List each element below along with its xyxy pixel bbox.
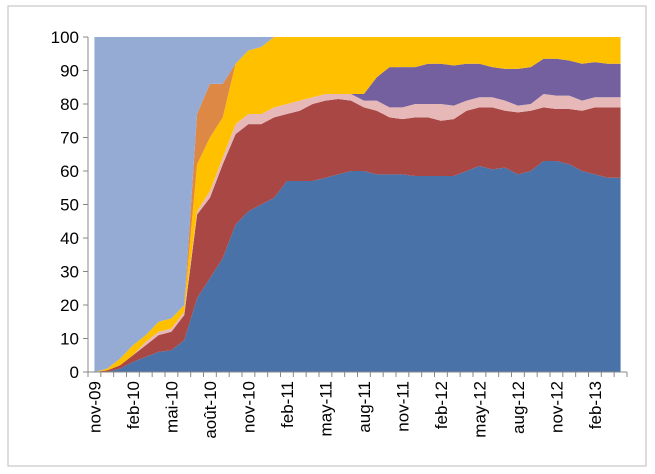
x-tick-label: aug-12: [509, 381, 528, 434]
y-tick-label: 70: [60, 129, 79, 148]
y-tick-label: 30: [60, 263, 79, 282]
x-tick-label: feb-10: [124, 381, 143, 429]
area: [94, 160, 621, 372]
x-tick-label: août-10: [201, 381, 220, 439]
y-tick-label: 80: [60, 95, 79, 114]
y-tick-label: 50: [60, 196, 79, 215]
y-tick-label: 0: [70, 363, 79, 382]
x-tick-label: may-12: [470, 381, 489, 438]
x-tick-label: feb-13: [586, 381, 605, 429]
y-tick-label: 40: [60, 229, 79, 248]
x-tick-label: mai-10: [162, 381, 181, 433]
x-tick-label: feb-11: [278, 381, 297, 428]
x-tick-label: feb-12: [432, 381, 451, 429]
y-tick-label: 20: [60, 296, 79, 315]
x-tick-label: aug-11: [355, 381, 374, 433]
x-tick-label: nov-11: [393, 381, 412, 432]
area: [94, 98, 621, 372]
area: [94, 37, 621, 372]
y-tick-label: 90: [60, 62, 79, 81]
x-tick-label: may-11: [316, 381, 335, 436]
area: [94, 58, 621, 373]
y-tick-label: 60: [60, 162, 79, 181]
x-tick-label: nov-09: [85, 381, 104, 433]
x-tick-label: nov-10: [239, 381, 258, 433]
x-tick-label: nov-12: [547, 381, 566, 433]
area: [94, 37, 621, 372]
y-tick-label: 10: [60, 330, 79, 349]
y-tick-label: 100: [51, 28, 79, 47]
